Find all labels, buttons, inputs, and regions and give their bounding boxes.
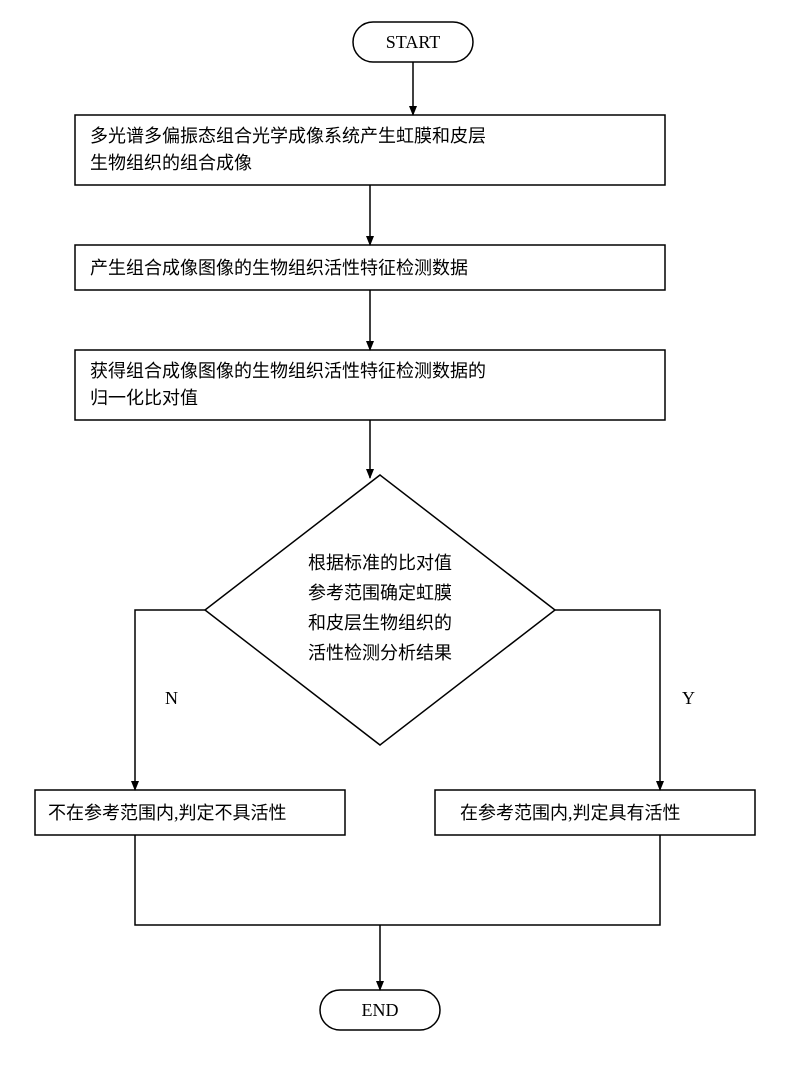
process-imaging: 多光谱多偏振态组合光学成像系统产生虹膜和皮层 生物组织的组合成像	[75, 115, 665, 185]
process-imaging-line1: 多光谱多偏振态组合光学成像系统产生虹膜和皮层	[90, 126, 486, 146]
process-imaging-line2: 生物组织的组合成像	[90, 153, 252, 173]
edge-label-yes: Y	[682, 688, 695, 708]
decision-compare: 根据标准的比对值 参考范围确定虹膜 和皮层生物组织的 活性检测分析结果	[205, 475, 555, 745]
start-node: START	[353, 22, 473, 62]
decision-line4: 活性检测分析结果	[308, 643, 452, 663]
decision-line1: 根据标准的比对值	[308, 553, 452, 573]
decision-line2: 参考范围确定虹膜	[308, 583, 452, 603]
process-normalize-line2: 归一化比对值	[90, 388, 198, 408]
process-normalize: 获得组合成像图像的生物组织活性特征检测数据的 归一化比对值	[75, 350, 665, 420]
end-label: END	[362, 1000, 399, 1020]
edge-d1-pY	[555, 610, 660, 790]
decision-line3: 和皮层生物组织的	[308, 613, 452, 633]
edge-pN-join	[135, 835, 380, 925]
end-node: END	[320, 990, 440, 1030]
process-result-yes: 在参考范围内,判定具有活性	[435, 790, 755, 835]
process-result-no-line1: 不在参考范围内,判定不具活性	[48, 803, 287, 823]
process-result-no: 不在参考范围内,判定不具活性	[35, 790, 345, 835]
process-normalize-line1: 获得组合成像图像的生物组织活性特征检测数据的	[90, 361, 486, 381]
start-label: START	[386, 32, 440, 52]
process-result-yes-line1: 在参考范围内,判定具有活性	[460, 803, 681, 823]
edge-label-no: N	[165, 688, 178, 708]
edge-pY-join	[380, 835, 660, 925]
process-feature-data: 产生组合成像图像的生物组织活性特征检测数据	[75, 245, 665, 290]
process-feature-data-line1: 产生组合成像图像的生物组织活性特征检测数据	[90, 258, 468, 278]
